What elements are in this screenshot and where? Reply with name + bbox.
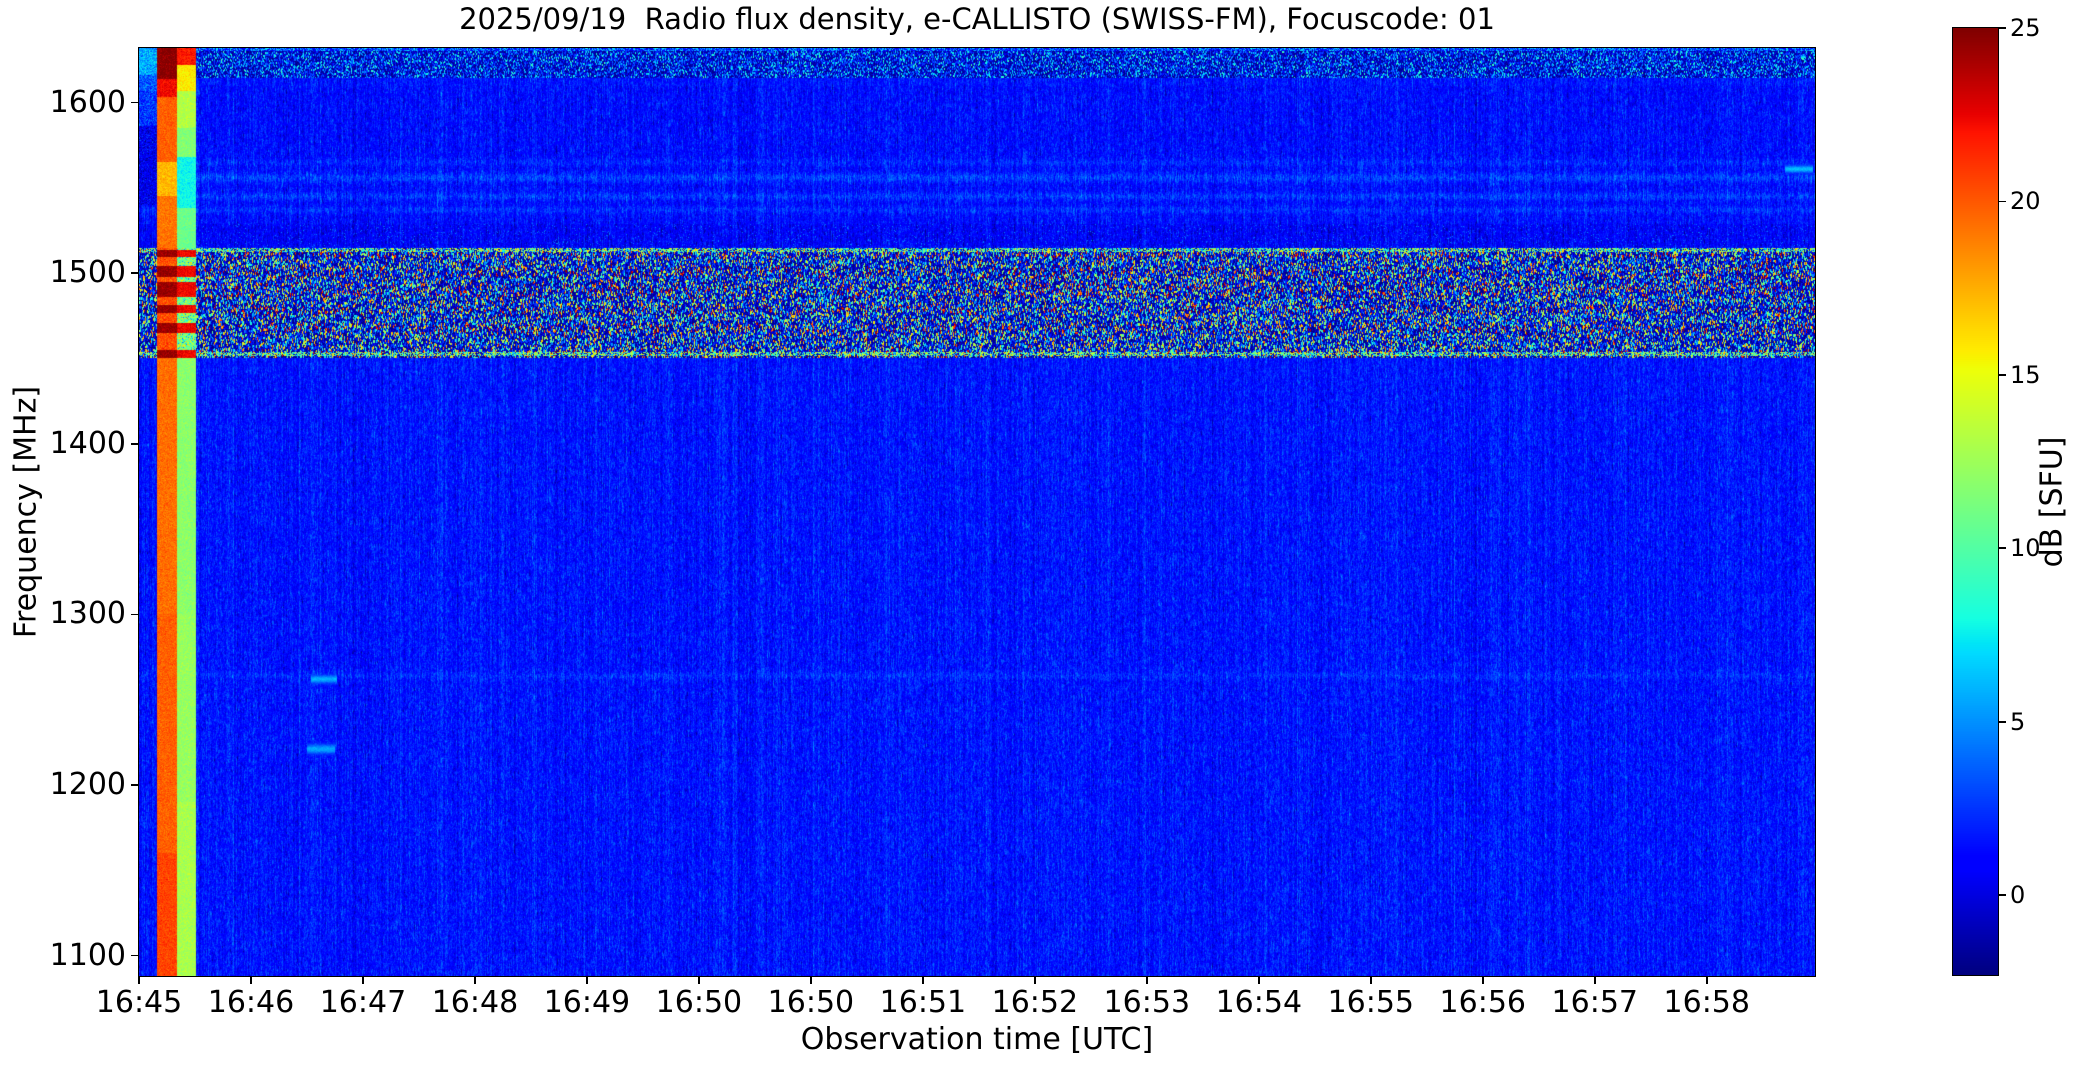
x-tick-label: 16:52 [991, 985, 1079, 1020]
x-tick-mark [138, 977, 140, 984]
y-tick-mark [131, 613, 138, 616]
x-tick-label: 16:46 [207, 985, 295, 1020]
x-tick-mark [474, 977, 476, 984]
x-tick-mark [1593, 977, 1596, 984]
x-tick-label: 16:50 [655, 985, 743, 1020]
colorbar-tick-mark [1999, 200, 2006, 203]
x-tick-label: 16:53 [1103, 985, 1191, 1020]
x-tick-label: 16:47 [319, 985, 407, 1020]
y-tick-label: 1500 [49, 255, 126, 291]
spectrogram-heatmap [138, 47, 1816, 977]
x-tick-mark [1481, 977, 1484, 984]
x-tick-label: 16:45 [95, 985, 183, 1020]
x-tick-mark [1705, 977, 1708, 984]
x-tick-label: 16:48 [431, 985, 519, 1020]
x-tick-mark [698, 977, 700, 984]
x-tick-label: 16:51 [879, 985, 967, 1020]
y-tick-mark [131, 101, 138, 104]
x-tick-mark [586, 977, 588, 984]
x-tick-mark [1257, 977, 1260, 984]
x-tick-label: 16:50 [767, 985, 855, 1020]
colorbar-tick-label: 25 [2010, 14, 2041, 42]
colorbar-tick-label: 0 [2010, 881, 2026, 910]
x-tick-label: 16:55 [1327, 985, 1415, 1020]
colorbar-tick-label: 15 [2010, 360, 2041, 389]
colorbar-tick-label: 5 [2010, 707, 2026, 736]
x-tick-mark [1145, 977, 1148, 984]
chart-title: 2025/09/19 Radio flux density, e-CALLIST… [459, 2, 1495, 36]
colorbar-tick-mark [1999, 27, 2006, 29]
x-tick-label: 16:57 [1551, 985, 1638, 1020]
y-tick-label: 1600 [49, 84, 126, 120]
x-tick-label: 16:54 [1215, 985, 1303, 1020]
x-tick-label: 16:49 [543, 985, 631, 1020]
y-tick-label: 1300 [49, 596, 126, 632]
x-tick-mark [810, 977, 812, 984]
y-tick-label: 1400 [49, 425, 126, 461]
x-tick-label: 16:56 [1439, 985, 1527, 1020]
x-tick-mark [362, 977, 364, 984]
x-tick-mark [250, 977, 252, 984]
y-tick-mark [131, 784, 138, 786]
y-tick-mark [131, 954, 138, 957]
y-tick-mark [131, 442, 138, 445]
x-tick-label: 16:58 [1663, 985, 1750, 1020]
colorbar-tick-mark [1999, 720, 2006, 723]
colorbar-tick-mark [1999, 547, 2006, 550]
colorbar-tick-label: 10 [2010, 534, 2041, 563]
colorbar-tick-label: 20 [2010, 187, 2041, 216]
x-tick-mark [922, 977, 924, 984]
x-tick-mark [1369, 977, 1372, 984]
x-axis-label: Observation time [UTC] [800, 1022, 1154, 1057]
colorbar-tick-mark [1999, 894, 2006, 897]
colorbar-gradient [1952, 27, 1999, 976]
colorbar-tick-mark [1999, 374, 2006, 376]
y-tick-mark [131, 272, 138, 274]
y-tick-label: 1200 [49, 766, 126, 802]
x-tick-mark [1034, 977, 1036, 984]
y-tick-label: 1100 [49, 937, 126, 973]
